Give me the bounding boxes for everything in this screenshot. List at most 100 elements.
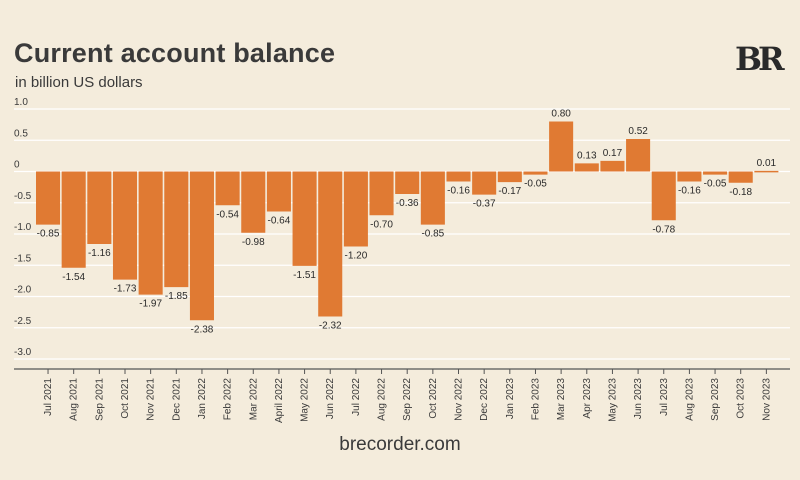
data-label: -1.85 (165, 291, 188, 302)
data-label: -1.54 (62, 272, 85, 283)
data-label: 0.17 (603, 148, 623, 159)
bar (446, 171, 471, 182)
x-tick-label: Oct 2023 (736, 378, 747, 419)
chart-title: Current account balance (14, 38, 336, 68)
bar (87, 171, 112, 244)
data-label: -1.73 (114, 284, 137, 295)
data-label: -0.70 (370, 219, 393, 230)
bar (292, 171, 317, 266)
data-label: -0.64 (268, 216, 291, 227)
y-tick-label: -0.5 (14, 191, 32, 202)
data-label: 0.52 (628, 126, 648, 137)
data-label: -0.85 (421, 229, 444, 240)
bar (651, 171, 676, 221)
bar (677, 171, 702, 182)
bar (189, 171, 214, 321)
bar (626, 139, 651, 172)
bar (215, 171, 240, 206)
x-tick-label: Oct 2022 (428, 378, 439, 419)
data-label: 0.01 (757, 158, 777, 169)
data-label: -0.16 (678, 186, 701, 197)
data-label: -0.78 (652, 224, 675, 235)
x-tick-label: Nov 2023 (761, 378, 772, 421)
x-tick-label: Aug 2023 (684, 378, 695, 421)
x-tick-label: Jul 2021 (43, 378, 54, 416)
bar (266, 171, 291, 212)
bar (241, 171, 266, 233)
bar (138, 171, 163, 295)
x-tick-label: Oct 2021 (120, 378, 131, 419)
x-tick-label: Sep 2022 (402, 378, 413, 421)
data-label: -0.05 (524, 179, 547, 190)
x-tick-label: April 2022 (274, 378, 285, 423)
x-tick-label: May 2022 (300, 378, 311, 422)
bar (549, 121, 574, 172)
bar (472, 171, 497, 195)
data-label: -0.98 (242, 237, 265, 248)
bar (369, 171, 394, 216)
x-tick-label: Nov 2021 (146, 378, 157, 421)
br-logo: BR (735, 40, 785, 78)
y-tick-label: -2.0 (14, 285, 32, 296)
bar (497, 171, 522, 183)
source-footer: brecorder.com (339, 434, 461, 455)
bar (395, 171, 420, 194)
x-tick-label: Dec 2022 (479, 378, 490, 421)
data-label: 0.80 (551, 109, 571, 120)
bar (600, 160, 625, 172)
data-label: -2.38 (191, 324, 214, 335)
data-label: -0.37 (473, 199, 496, 210)
data-label: -0.36 (396, 198, 419, 209)
x-tick-label: Sep 2021 (94, 378, 105, 421)
bar (420, 171, 445, 225)
data-label: -0.54 (216, 209, 239, 220)
x-tick-label: Feb 2022 (223, 378, 234, 421)
x-tick-label: Jun 2023 (633, 378, 644, 420)
x-tick-label: Sep 2023 (710, 378, 721, 421)
data-label: -0.16 (447, 186, 470, 197)
data-label: -2.32 (319, 321, 342, 332)
x-tick-label: Jul 2022 (351, 378, 362, 416)
y-tick-label: -1.0 (14, 222, 32, 233)
x-tick-label: Jun 2022 (325, 378, 336, 420)
y-tick-label: 0 (14, 160, 20, 171)
bar (318, 171, 343, 317)
bar (36, 171, 61, 225)
data-label: -0.18 (729, 187, 752, 198)
bar (728, 171, 753, 183)
y-tick-label: -2.5 (14, 316, 32, 327)
data-label: -1.16 (88, 248, 111, 259)
data-label: 0.13 (577, 150, 597, 161)
bar (754, 170, 779, 173)
y-tick-label: 0.5 (14, 128, 28, 139)
data-label: -1.97 (139, 299, 162, 310)
x-tick-label: Dec 2021 (171, 378, 182, 421)
x-tick-label: Jan 2023 (505, 378, 516, 420)
x-tick-label: Mar 2022 (248, 378, 259, 421)
y-tick-label: -1.5 (14, 253, 32, 264)
chart-subtitle: in billion US dollars (15, 74, 143, 91)
x-tick-label: Mar 2023 (556, 378, 567, 421)
bar (343, 171, 368, 247)
data-label: -0.85 (37, 229, 60, 240)
data-label: -1.51 (293, 270, 316, 281)
bar (61, 171, 86, 268)
x-tick-label: Apr 2023 (582, 378, 593, 419)
x-tick-label: May 2023 (607, 378, 618, 422)
x-tick-label: Jan 2022 (197, 378, 208, 420)
x-tick-label: Aug 2021 (69, 378, 80, 421)
bar (164, 171, 189, 288)
bar (574, 163, 599, 172)
data-label: -0.05 (704, 179, 727, 190)
data-label: -1.20 (344, 251, 367, 262)
x-tick-label: Aug 2022 (377, 378, 388, 421)
data-label: -0.17 (498, 186, 521, 197)
x-tick-label: Nov 2022 (454, 378, 465, 421)
bar (703, 171, 728, 175)
bar (523, 171, 548, 175)
bar (112, 171, 138, 280)
x-tick-label: Jul 2023 (659, 378, 670, 416)
y-tick-label: -3.0 (14, 347, 32, 358)
x-tick-label: Feb 2023 (530, 378, 541, 421)
